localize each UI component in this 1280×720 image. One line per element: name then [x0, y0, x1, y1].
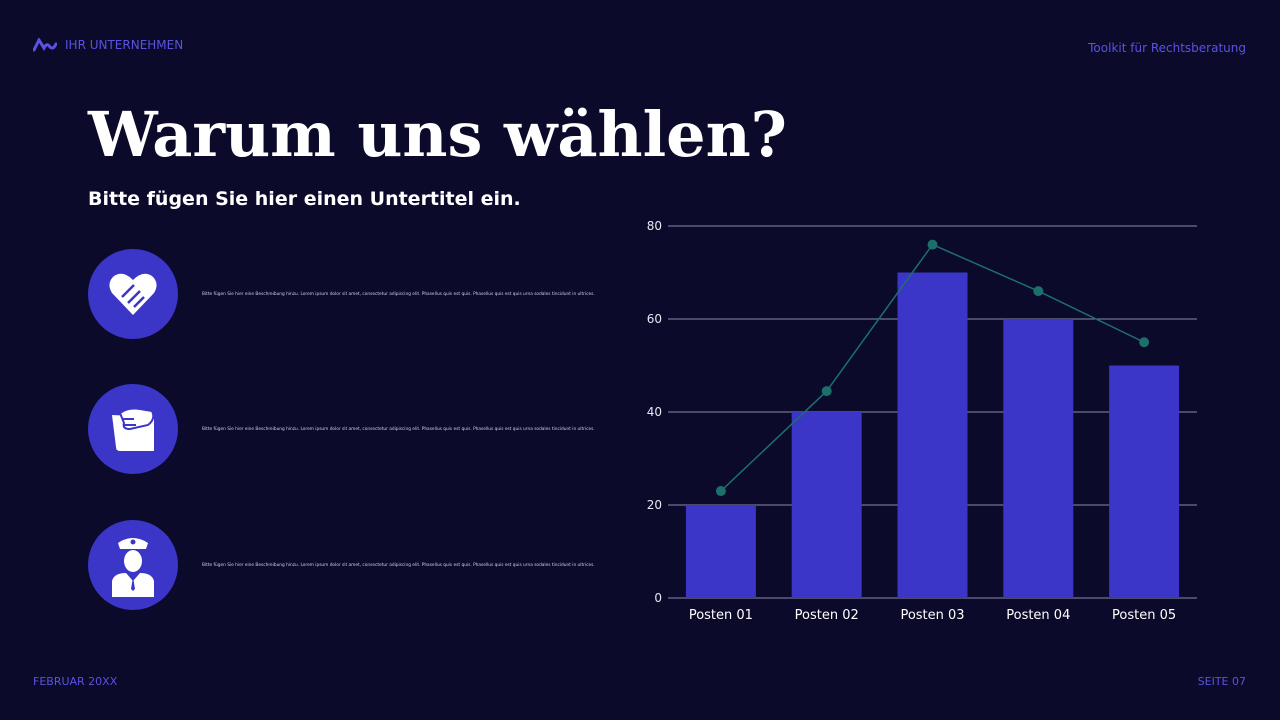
- feature-description: Bitte fügen Sie hier eine Beschreibung h…: [202, 291, 595, 297]
- y-tick-label: 40: [647, 405, 662, 419]
- hand-on-folder-icon: [88, 384, 178, 474]
- x-tick-label: Posten 03: [900, 608, 964, 623]
- x-tick-label: Posten 02: [795, 608, 859, 623]
- line-point: [821, 386, 832, 397]
- y-tick-label: 80: [647, 219, 662, 233]
- bar: [685, 505, 756, 598]
- feature-item: Bitte fügen Sie hier eine Beschreibung h…: [88, 384, 595, 474]
- line-point: [1033, 286, 1044, 297]
- feature-description: Bitte fügen Sie hier eine Beschreibung h…: [202, 426, 595, 432]
- footer-date: FEBRUAR 20XX: [33, 675, 118, 688]
- bar: [897, 272, 968, 598]
- y-tick-label: 60: [647, 312, 662, 326]
- page-subtitle: Bitte fügen Sie hier einen Untertitel ei…: [88, 188, 521, 210]
- bar: [791, 412, 862, 598]
- chart: 0 20 40 60 80 Posten 01 Posten 02 Posten 03 Post…: [647, 219, 1197, 623]
- police-officer-icon: [88, 520, 178, 610]
- x-tick-label: Posten 01: [689, 608, 753, 623]
- bar: [1109, 365, 1180, 598]
- feature-description: Bitte fügen Sie hier eine Beschreibung h…: [202, 562, 595, 568]
- x-tick-label: Posten 05: [1112, 608, 1176, 623]
- bar: [1003, 319, 1074, 598]
- line-point: [1139, 337, 1150, 348]
- feature-item: Bitte fügen Sie hier eine Beschreibung h…: [88, 520, 595, 610]
- company-logo-icon: [33, 38, 57, 52]
- company-name: IHR UNTERNEHMEN: [65, 38, 184, 52]
- toolkit-title: Toolkit für Rechtsberatung: [1088, 41, 1246, 55]
- line-point: [715, 486, 726, 497]
- handshake-heart-icon: [88, 249, 178, 339]
- x-tick-label: Posten 04: [1006, 608, 1070, 623]
- page-number: SEITE 07: [1197, 675, 1246, 688]
- y-tick-label: 20: [647, 498, 662, 512]
- line-point: [927, 239, 938, 250]
- y-tick-label: 0: [654, 591, 662, 605]
- brand: IHR UNTERNEHMEN: [33, 38, 183, 52]
- page-title: Warum uns wählen?: [88, 98, 788, 171]
- feature-item: Bitte fügen Sie hier eine Beschreibung h…: [88, 249, 595, 339]
